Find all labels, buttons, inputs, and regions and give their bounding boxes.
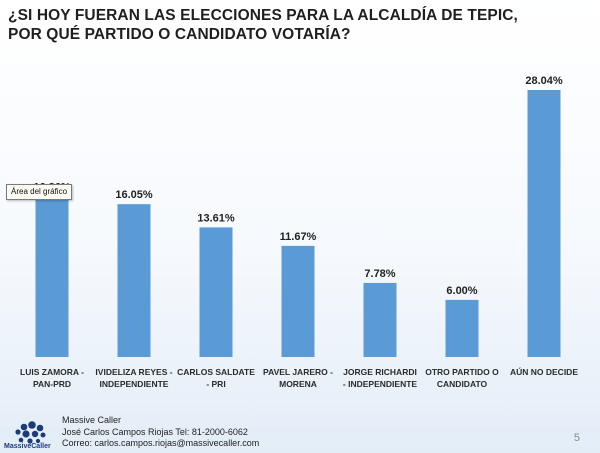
bar xyxy=(199,227,233,357)
bar xyxy=(35,196,69,357)
chart-area-tooltip: Área del gráfico xyxy=(6,184,73,200)
category-label: AÚN NO DECIDE xyxy=(510,366,578,377)
bar-value-label: 13.61% xyxy=(197,212,235,224)
bar-value-label: 16.05% xyxy=(115,189,153,201)
footer-company: Massive Caller xyxy=(62,415,122,425)
logo-wordmark: MassiveCaller xyxy=(4,443,51,450)
category-label: OTRO PARTIDO O CANDIDATO xyxy=(425,367,499,389)
bar xyxy=(363,282,397,357)
chart-title: ¿SI HOY FUERAN LAS ELECCIONES PARA LA AL… xyxy=(8,6,568,44)
category-label: LUIS ZAMORA -PAN-PRD xyxy=(20,367,84,389)
bar-value-label: 7.78% xyxy=(364,268,395,280)
bar-value-label: 28.04% xyxy=(525,75,563,87)
bar-value-label: 11.67% xyxy=(280,231,317,243)
category-label: PAVEL JARERO -MORENA xyxy=(263,367,333,389)
title-line-1: ¿SI HOY FUERAN LAS ELECCIONES PARA LA AL… xyxy=(8,7,518,24)
category-label: CARLOS SALDATE - PRI xyxy=(177,367,255,389)
category-label: IVIDELIZA REYES -INDEPENDIENTE xyxy=(95,367,172,389)
bar xyxy=(445,299,479,357)
footer: MassiveCaller Massive Caller José Carlos… xyxy=(0,410,600,453)
bar xyxy=(117,204,151,357)
footer-contact-block: Massive Caller José Carlos Campos Riojas… xyxy=(62,415,259,450)
bar xyxy=(527,90,561,357)
footer-email: Correo: carlos.campos.riojas@massivecall… xyxy=(62,438,260,448)
page-number: 5 xyxy=(573,432,580,444)
bar-value-label: 6.00% xyxy=(446,285,477,297)
category-label: JORGE RICHARDI - INDEPENDIENTE xyxy=(343,367,417,389)
massive-caller-logo xyxy=(15,421,46,444)
footer-contact: José Carlos Campos Riojas Tel: 81-2000-6… xyxy=(62,426,248,437)
bar xyxy=(281,245,315,357)
title-line-2: POR QUÉ PARTIDO O CANDIDATO VOTARÍA? xyxy=(8,26,351,43)
